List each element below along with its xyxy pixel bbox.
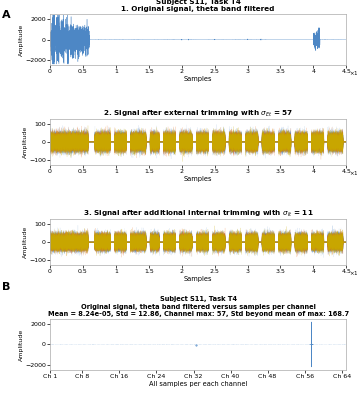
Text: $\times10^5$: $\times10^5$ [349,69,357,78]
X-axis label: Samples: Samples [184,276,212,282]
Title: 2. Signal after external trimming with $\sigma_{Et}$ = 57: 2. Signal after external trimming with $… [103,108,293,119]
Y-axis label: Amplitude: Amplitude [22,226,27,258]
Y-axis label: Amplitude: Amplitude [19,24,24,56]
X-axis label: Samples: Samples [184,176,212,182]
Text: B: B [2,282,10,292]
Text: A: A [2,10,10,20]
Title: Subject S11, Task T4
1. Original signal, theta band filtered: Subject S11, Task T4 1. Original signal,… [121,0,275,12]
Y-axis label: Amplitude: Amplitude [19,328,24,360]
Text: $\times10^5$: $\times10^5$ [349,269,357,278]
Title: 3. Signal after additional internal trimming with $\sigma_{It}$ = 11: 3. Signal after additional internal trim… [83,209,313,219]
Text: $\times10^5$: $\times10^5$ [349,169,357,178]
X-axis label: All samples per each channel: All samples per each channel [149,380,247,386]
Title: Subject S11, Task T4
Original signal, theta band filtered versus samples per cha: Subject S11, Task T4 Original signal, th… [47,296,349,317]
X-axis label: Samples: Samples [184,76,212,82]
Y-axis label: Amplitude: Amplitude [22,126,27,158]
